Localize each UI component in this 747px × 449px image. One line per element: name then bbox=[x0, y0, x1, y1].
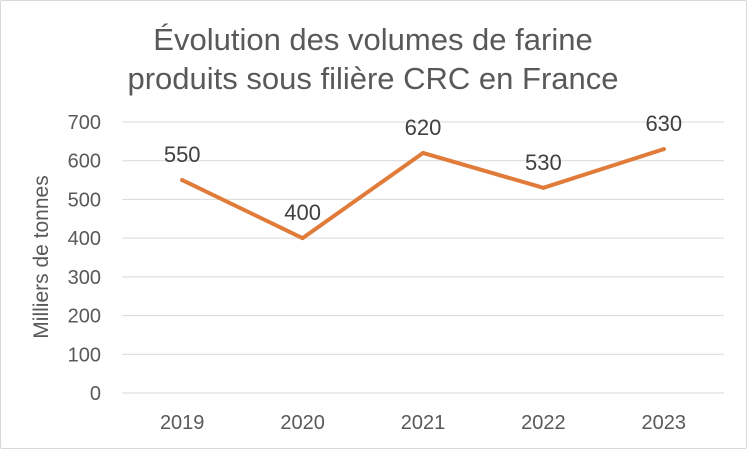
x-axis-ticks: 2019 2020 2021 2022 2023 bbox=[160, 412, 686, 434]
chart-title-line-2: produits sous filière CRC en France bbox=[127, 61, 618, 96]
data-label: 550 bbox=[164, 142, 201, 167]
data-point bbox=[180, 178, 185, 183]
y-tick-label: 100 bbox=[68, 344, 101, 366]
y-tick-label: 700 bbox=[68, 112, 101, 134]
data-label: 400 bbox=[284, 200, 321, 225]
x-tick-label: 2019 bbox=[160, 412, 205, 434]
data-point bbox=[661, 147, 666, 152]
data-label: 620 bbox=[405, 115, 442, 140]
data-labels: 550 400 620 530 630 bbox=[164, 111, 682, 225]
y-tick-label: 300 bbox=[68, 267, 101, 289]
y-tick-label: 600 bbox=[68, 151, 101, 173]
data-label: 530 bbox=[525, 150, 562, 175]
y-tick-label: 400 bbox=[68, 228, 101, 250]
y-axis-title: Milliers de tonnes bbox=[30, 175, 53, 338]
data-point bbox=[541, 185, 546, 190]
x-tick-label: 2021 bbox=[401, 412, 446, 434]
x-tick-label: 2023 bbox=[642, 412, 687, 434]
chart-title-line-1: Évolution des volumes de farine bbox=[153, 22, 592, 57]
data-point bbox=[421, 150, 425, 155]
y-tick-label: 200 bbox=[68, 306, 101, 328]
gridlines bbox=[122, 121, 724, 394]
y-tick-label: 500 bbox=[68, 189, 101, 211]
y-axis-ticks: 0 100 200 300 400 500 600 700 bbox=[68, 112, 101, 405]
x-tick-label: 2020 bbox=[280, 412, 325, 434]
x-tick-label: 2022 bbox=[521, 412, 566, 434]
y-tick-label: 0 bbox=[90, 383, 101, 405]
series-line bbox=[180, 147, 666, 241]
data-point bbox=[300, 236, 305, 241]
series bbox=[180, 147, 666, 241]
data-label: 630 bbox=[645, 111, 682, 136]
